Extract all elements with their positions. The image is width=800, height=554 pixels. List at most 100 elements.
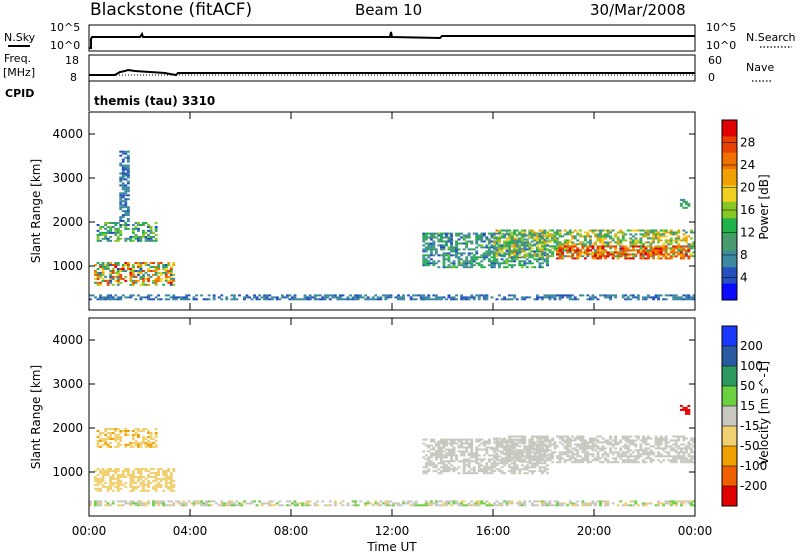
range-cell: [455, 240, 458, 243]
range-cell: [523, 460, 527, 463]
range-cell: [533, 466, 537, 469]
range-cell: [520, 456, 524, 459]
range-cell: [114, 435, 118, 438]
range-cell: [657, 231, 660, 234]
range-cell: [621, 255, 625, 258]
range-cell: [614, 235, 618, 238]
range-cell: [477, 448, 481, 451]
range-cell: [116, 268, 120, 270]
range-cell: [528, 466, 532, 469]
range-cell: [220, 502, 224, 505]
range-cell: [498, 459, 501, 462]
range-cell: [434, 248, 438, 251]
range-cell: [422, 438, 426, 441]
colorbar-tick-label: 50: [740, 379, 755, 393]
range-cell: [523, 262, 527, 265]
range-cell: [538, 454, 542, 457]
range-cell: [445, 232, 448, 235]
range-cell: [429, 464, 433, 467]
range-cell: [109, 483, 113, 486]
range-cell: [131, 229, 135, 232]
range-cell: [553, 247, 557, 250]
range-cell: [119, 443, 123, 446]
range-cell: [503, 252, 506, 255]
range-cell: [546, 231, 549, 234]
range-cell: [142, 485, 145, 488]
range-cell: [447, 462, 451, 465]
range-cell: [530, 231, 534, 234]
range-cell: [440, 240, 443, 243]
range-cell: [495, 260, 499, 263]
range-cell: [505, 258, 509, 261]
range-cell: [530, 455, 534, 458]
range-cell: [573, 447, 577, 450]
range-cell: [440, 234, 443, 237]
range-cell: [462, 500, 466, 503]
range-cell: [636, 504, 640, 507]
range-cell: [142, 483, 145, 486]
range-cell: [192, 296, 196, 299]
range-cell: [437, 454, 441, 457]
range-cell: [440, 254, 443, 257]
range-cell: [578, 255, 582, 258]
range-cell: [126, 433, 130, 436]
range-cell: [530, 250, 534, 253]
range-cell: [116, 479, 120, 482]
range-cell: [561, 504, 565, 507]
range-cell: [573, 504, 577, 507]
range-cell: [399, 298, 403, 301]
range-cell: [124, 190, 128, 193]
range-cell: [477, 470, 481, 473]
range-cell: [467, 444, 471, 447]
range-cell: [134, 433, 138, 436]
range-cell: [126, 154, 130, 157]
range-cell: [381, 502, 385, 505]
range-cell: [285, 296, 289, 299]
range-cell: [460, 232, 464, 235]
range-cell: [490, 472, 494, 475]
range-cell: [99, 239, 102, 242]
range-cell: [207, 500, 211, 503]
range-cell: [131, 435, 135, 438]
range-cell: [142, 468, 145, 470]
range-cell: [639, 449, 643, 452]
range-cell: [482, 442, 486, 445]
range-cell: [447, 466, 451, 469]
range-cell: [169, 271, 173, 274]
range-cell: [116, 476, 120, 478]
y-tick-label: 2000: [52, 421, 83, 435]
range-cell: [503, 449, 506, 452]
range-cell: [432, 264, 436, 267]
range-cell: [495, 443, 499, 446]
range-cell: [134, 281, 138, 284]
range-cell: [450, 442, 453, 445]
range-cell: [626, 439, 630, 442]
range-cell: [523, 243, 527, 246]
range-cell: [528, 229, 532, 232]
range-cell: [639, 245, 643, 248]
range-cell: [134, 481, 138, 484]
range-cell: [147, 226, 150, 228]
range-cell: [662, 235, 666, 238]
range-cell: [548, 445, 552, 448]
range-cell: [142, 435, 145, 438]
range-cell: [639, 253, 643, 256]
range-cell: [104, 296, 108, 299]
range-cell: [541, 241, 544, 244]
range-cell: [541, 237, 544, 240]
range-cell: [407, 500, 410, 503]
range-cell: [323, 298, 327, 301]
range-cell: [498, 254, 501, 257]
range-cell: [538, 453, 542, 456]
range-cell: [672, 296, 676, 299]
range-cell: [692, 504, 696, 507]
range-cell: [121, 472, 125, 474]
range-cell: [626, 455, 630, 458]
range-cell: [652, 247, 655, 250]
range-cell: [447, 240, 451, 243]
range-cell: [571, 245, 575, 248]
range-cell: [129, 277, 133, 280]
range-cell: [662, 229, 666, 232]
range-cell: [659, 294, 663, 297]
range-cell: [124, 430, 128, 432]
